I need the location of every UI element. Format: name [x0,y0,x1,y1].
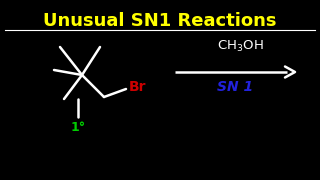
Text: Br: Br [129,80,147,94]
Text: Unusual SN1 Reactions: Unusual SN1 Reactions [43,12,277,30]
Text: SN 1: SN 1 [217,80,253,94]
Text: $\mathsf{CH_3OH}$: $\mathsf{CH_3OH}$ [217,39,263,54]
Text: 1°: 1° [70,121,85,134]
